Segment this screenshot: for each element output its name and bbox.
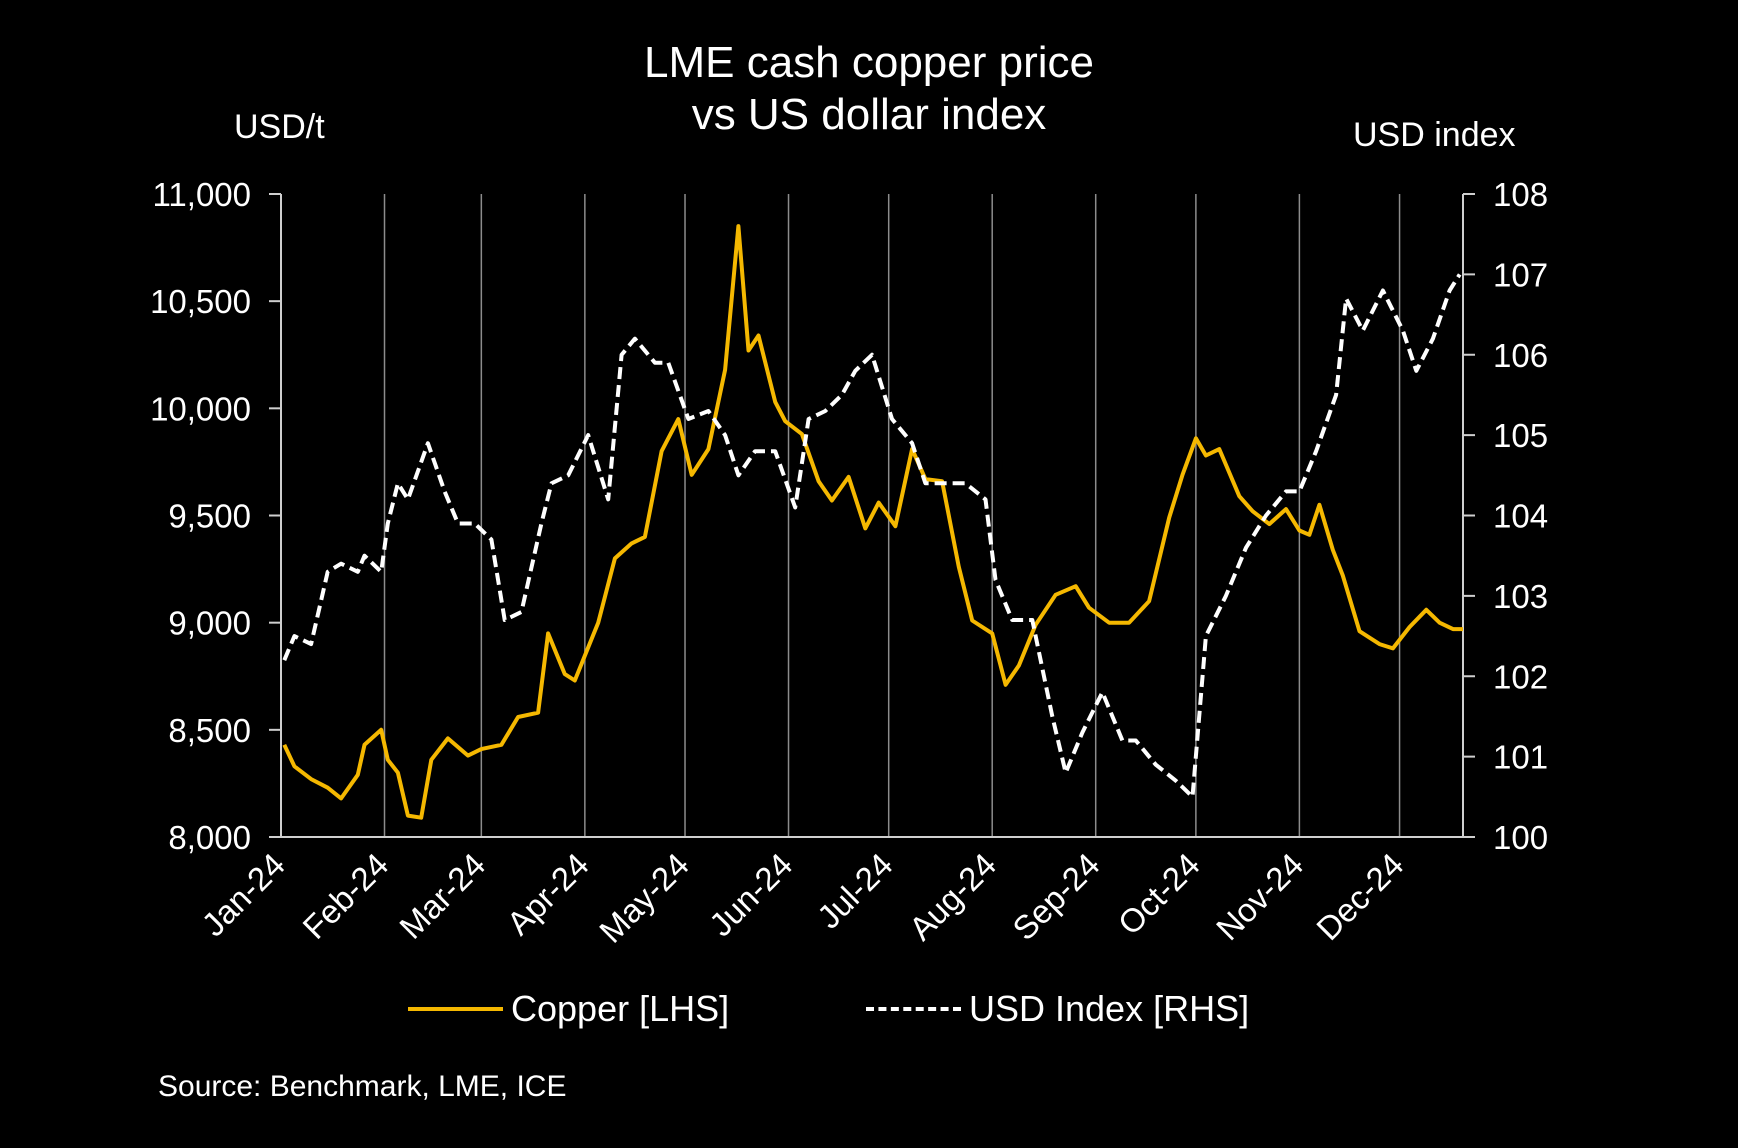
chart-title: LME cash copper price	[644, 38, 1094, 87]
y-right-tick-label: 101	[1493, 739, 1548, 776]
y-right-tick-label: 106	[1493, 337, 1548, 374]
x-tick-label: May-24	[592, 846, 696, 950]
y-right-tick-label: 107	[1493, 256, 1548, 293]
x-tick-label: Mar-24	[392, 846, 492, 946]
right-axis-unit: USD index	[1353, 116, 1516, 154]
x-tick-label: Apr-24	[500, 846, 596, 942]
usd-index-series-line	[282, 273, 1462, 799]
source-note: Source: Benchmark, LME, ICE	[158, 1070, 567, 1103]
y-right-tick-label: 102	[1493, 658, 1548, 695]
legend-label-usd: USD Index [RHS]	[969, 988, 1250, 1029]
x-tick-label: Sep-24	[1005, 846, 1106, 947]
x-tick-label: Dec-24	[1309, 846, 1410, 947]
x-tick-label: Jun-24	[702, 846, 800, 944]
x-tick-label: Nov-24	[1209, 846, 1310, 947]
legend-swatch-copper	[408, 1007, 503, 1011]
x-tick-label: Aug-24	[902, 846, 1003, 947]
y-right-tick-label: 108	[1493, 176, 1548, 213]
y-right-tick-label: 100	[1493, 819, 1548, 856]
y-left-tick-label: 8,500	[168, 712, 251, 749]
y-right-tick-label: 104	[1493, 498, 1548, 535]
legend-item-usd: USD Index [RHS]	[866, 988, 1249, 1030]
y-right-tick-label: 103	[1493, 578, 1548, 615]
x-tick-label: Oct-24	[1111, 846, 1207, 942]
y-left-tick-label: 10,000	[150, 390, 251, 427]
legend-item-copper: Copper [LHS]	[408, 988, 729, 1030]
x-tick-label: Feb-24	[295, 846, 395, 946]
left-axis-unit: USD/t	[234, 108, 325, 146]
y-left-tick-label: 9,000	[168, 605, 251, 642]
y-left-tick-label: 11,000	[153, 176, 251, 213]
legend-swatch-usd	[866, 1007, 961, 1011]
chart-subtitle: vs US dollar index	[691, 90, 1047, 139]
legend-label-copper: Copper [LHS]	[511, 988, 730, 1029]
y-left-tick-label: 10,500	[150, 283, 251, 320]
x-tick-label: Jul-24	[810, 846, 900, 936]
x-tick-label: Jan-24	[194, 846, 292, 944]
copper-series-line	[282, 224, 1463, 820]
y-left-tick-label: 9,500	[168, 498, 251, 535]
y-right-tick-label: 105	[1493, 417, 1548, 454]
y-left-tick-label: 8,000	[168, 819, 251, 856]
